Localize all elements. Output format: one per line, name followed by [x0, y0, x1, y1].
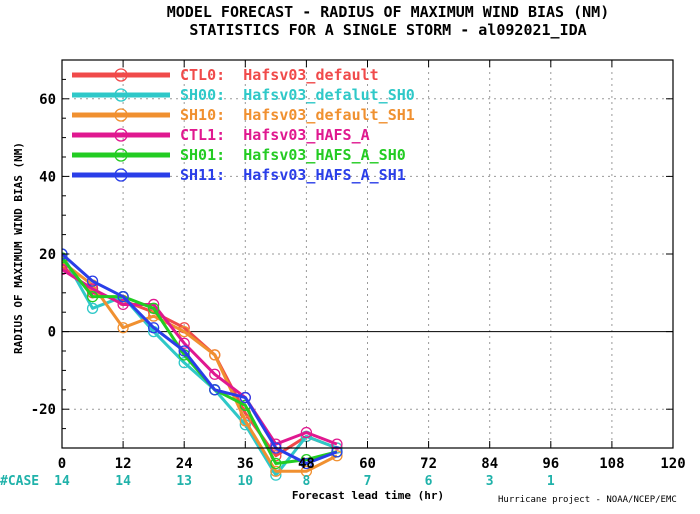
series-line [62, 260, 338, 473]
x-tick-label: 36 [237, 456, 254, 472]
legend-swatch-marker [114, 148, 128, 162]
series-marker [209, 384, 221, 396]
series-marker [117, 291, 129, 303]
series-marker [300, 465, 313, 477]
series-marker [117, 322, 129, 334]
x-axis-label: Forecast lead time (hr) [292, 489, 444, 502]
series-marker [239, 415, 251, 427]
x-tick-label: 48 [298, 456, 315, 472]
x-tick-label: 96 [542, 456, 559, 472]
y-axis-label: RADIUS OF MAXIMUM WIND BIAS (NM) [12, 142, 25, 354]
case-count: 1 [547, 474, 555, 489]
series-marker [331, 450, 343, 462]
legend-entry: SH11: Hafsv03_HAFS_A_SH1 [180, 166, 406, 184]
legend-swatch-marker [114, 168, 128, 182]
x-tick-label: 60 [359, 456, 376, 472]
x-tick-label: 120 [660, 456, 685, 472]
series-marker [270, 457, 282, 470]
series-marker [331, 438, 343, 450]
series-marker [86, 302, 99, 314]
series-marker [147, 322, 160, 334]
x-tick-label: 72 [420, 456, 437, 472]
series-marker [300, 426, 313, 439]
legend-swatch-marker [114, 88, 128, 102]
series-marker [178, 337, 190, 349]
legend-entry: CTL0: Hafsv03_default [180, 66, 379, 84]
case-count: 3 [486, 474, 494, 489]
series-marker [178, 325, 190, 338]
legend-swatch-marker [114, 108, 128, 122]
y-tick-label: 60 [39, 92, 56, 108]
series-marker [62, 263, 68, 276]
chart-title: MODEL FORECAST - RADIUS OF MAXIMUM WIND … [167, 3, 610, 21]
x-tick-label: 12 [115, 456, 132, 472]
series-marker [117, 298, 129, 311]
series-group [62, 248, 343, 481]
series-marker [86, 291, 99, 303]
series-marker [62, 256, 68, 268]
series-marker [270, 465, 282, 477]
series-marker [209, 368, 221, 380]
x-tick-label: 108 [599, 456, 624, 472]
y-tick-label: 0 [48, 325, 56, 341]
series-marker [147, 302, 160, 314]
case-count: 14 [115, 474, 131, 489]
y-tick-label: 40 [39, 169, 56, 185]
case-count: 6 [425, 474, 433, 489]
y-tick-label: 20 [39, 247, 56, 263]
legend-entry: SH01: Hafsv03_HAFS_A_SH0 [180, 146, 406, 164]
legend: CTL0: Hafsv03_default SH00: Hafsv03_defal… [72, 66, 415, 184]
chart-subtitle: STATISTICS FOR A SINGLE STORM - al092021… [189, 21, 586, 39]
series-3 [62, 263, 343, 450]
legend-swatch-marker [114, 68, 128, 82]
series-marker [239, 391, 251, 404]
legend-entry: CTL1: Hafsv03_HAFS_A [180, 126, 370, 144]
case-count: 14 [54, 474, 70, 489]
series-marker [209, 349, 221, 361]
legend-swatch-marker [114, 128, 128, 142]
credit-text: Hurricane project - NOAA/NCEP/EMC [498, 495, 677, 505]
y-tick-label: -20 [31, 402, 56, 418]
legend-entry: SH10: Hafsv03_default_SH1 [180, 106, 415, 124]
series-line [62, 252, 338, 466]
x-tick-label: 84 [481, 456, 498, 472]
series-marker [86, 275, 99, 287]
case-label: #CASE [0, 474, 39, 489]
series-marker [300, 457, 313, 470]
case-count: 13 [176, 474, 192, 489]
case-count: 10 [237, 474, 253, 489]
series-marker [331, 446, 343, 458]
x-tick-label: 0 [58, 456, 66, 472]
series-marker [178, 345, 190, 357]
legend-entry: SH00: Hafsv03_defalut_SH0 [180, 86, 415, 104]
case-count: 7 [364, 474, 372, 489]
x-tick-label: 24 [176, 456, 193, 472]
case-count: 8 [302, 474, 310, 489]
